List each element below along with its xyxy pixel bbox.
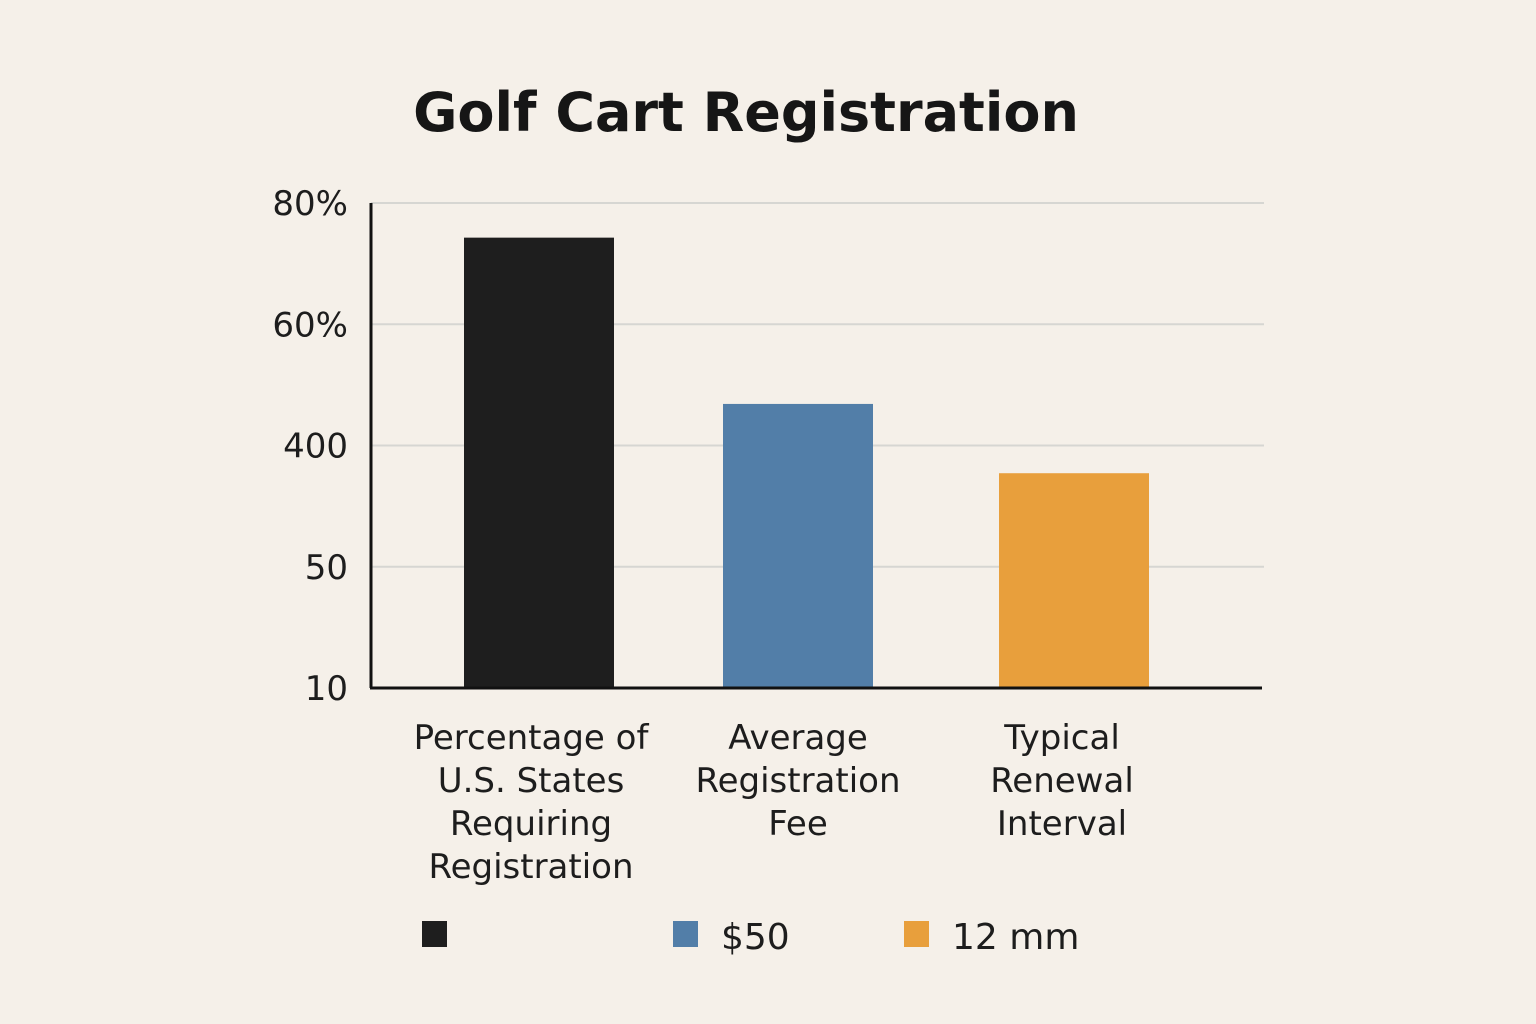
x-category-label: Renewal <box>990 761 1134 801</box>
x-category-label: U.S. States <box>438 761 625 801</box>
x-category-label: Percentage of <box>414 718 650 758</box>
legend-swatch <box>904 921 929 947</box>
legend: $50 12 mm <box>422 917 1079 958</box>
x-axis-category-labels: Percentage ofU.S. StatesRequiringRegistr… <box>414 718 1134 887</box>
chart-title: Golf Cart Registration <box>413 81 1079 144</box>
x-category-label: Average <box>728 718 868 758</box>
y-axis-tick-labels: 10 50 400 60% 80% <box>272 184 348 709</box>
legend-swatch <box>673 921 698 947</box>
x-category-label: Interval <box>997 804 1127 844</box>
bars <box>464 237 1149 688</box>
legend-label: $50 <box>721 917 790 958</box>
x-category-label: Typical <box>1003 718 1120 758</box>
bar <box>999 473 1149 688</box>
legend-label: 12 mm <box>952 917 1079 958</box>
bar <box>723 403 873 688</box>
x-category-label: Fee <box>768 804 828 844</box>
bar <box>464 237 614 688</box>
x-category-label: Requiring <box>450 804 612 844</box>
x-category-label: Registration <box>428 847 633 887</box>
y-tick-label: 400 <box>283 427 348 467</box>
x-category-label: Registration <box>695 761 900 801</box>
y-tick-label: 60% <box>272 305 348 345</box>
axes <box>369 203 1262 690</box>
legend-swatch <box>422 921 447 947</box>
y-tick-label: 10 <box>305 669 348 709</box>
y-tick-label: 80% <box>272 184 348 224</box>
y-tick-label: 50 <box>305 548 348 588</box>
